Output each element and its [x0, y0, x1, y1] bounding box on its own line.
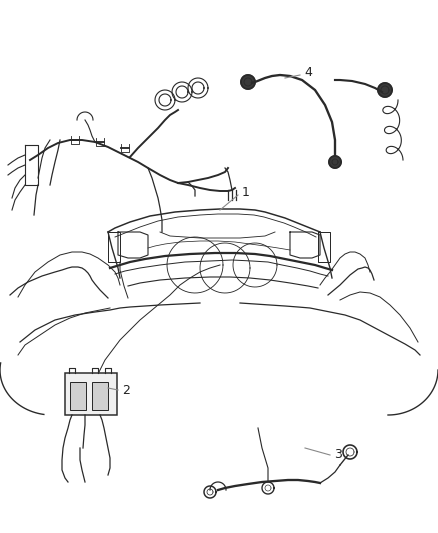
Text: 1: 1 — [242, 185, 250, 198]
Polygon shape — [241, 75, 255, 89]
Polygon shape — [329, 156, 341, 168]
Polygon shape — [378, 83, 392, 97]
Text: 4: 4 — [304, 67, 312, 79]
Bar — [65, 373, 117, 415]
Bar — [70, 382, 86, 410]
Text: 2: 2 — [122, 384, 130, 397]
Text: 3: 3 — [334, 448, 342, 462]
Bar — [92, 382, 108, 410]
